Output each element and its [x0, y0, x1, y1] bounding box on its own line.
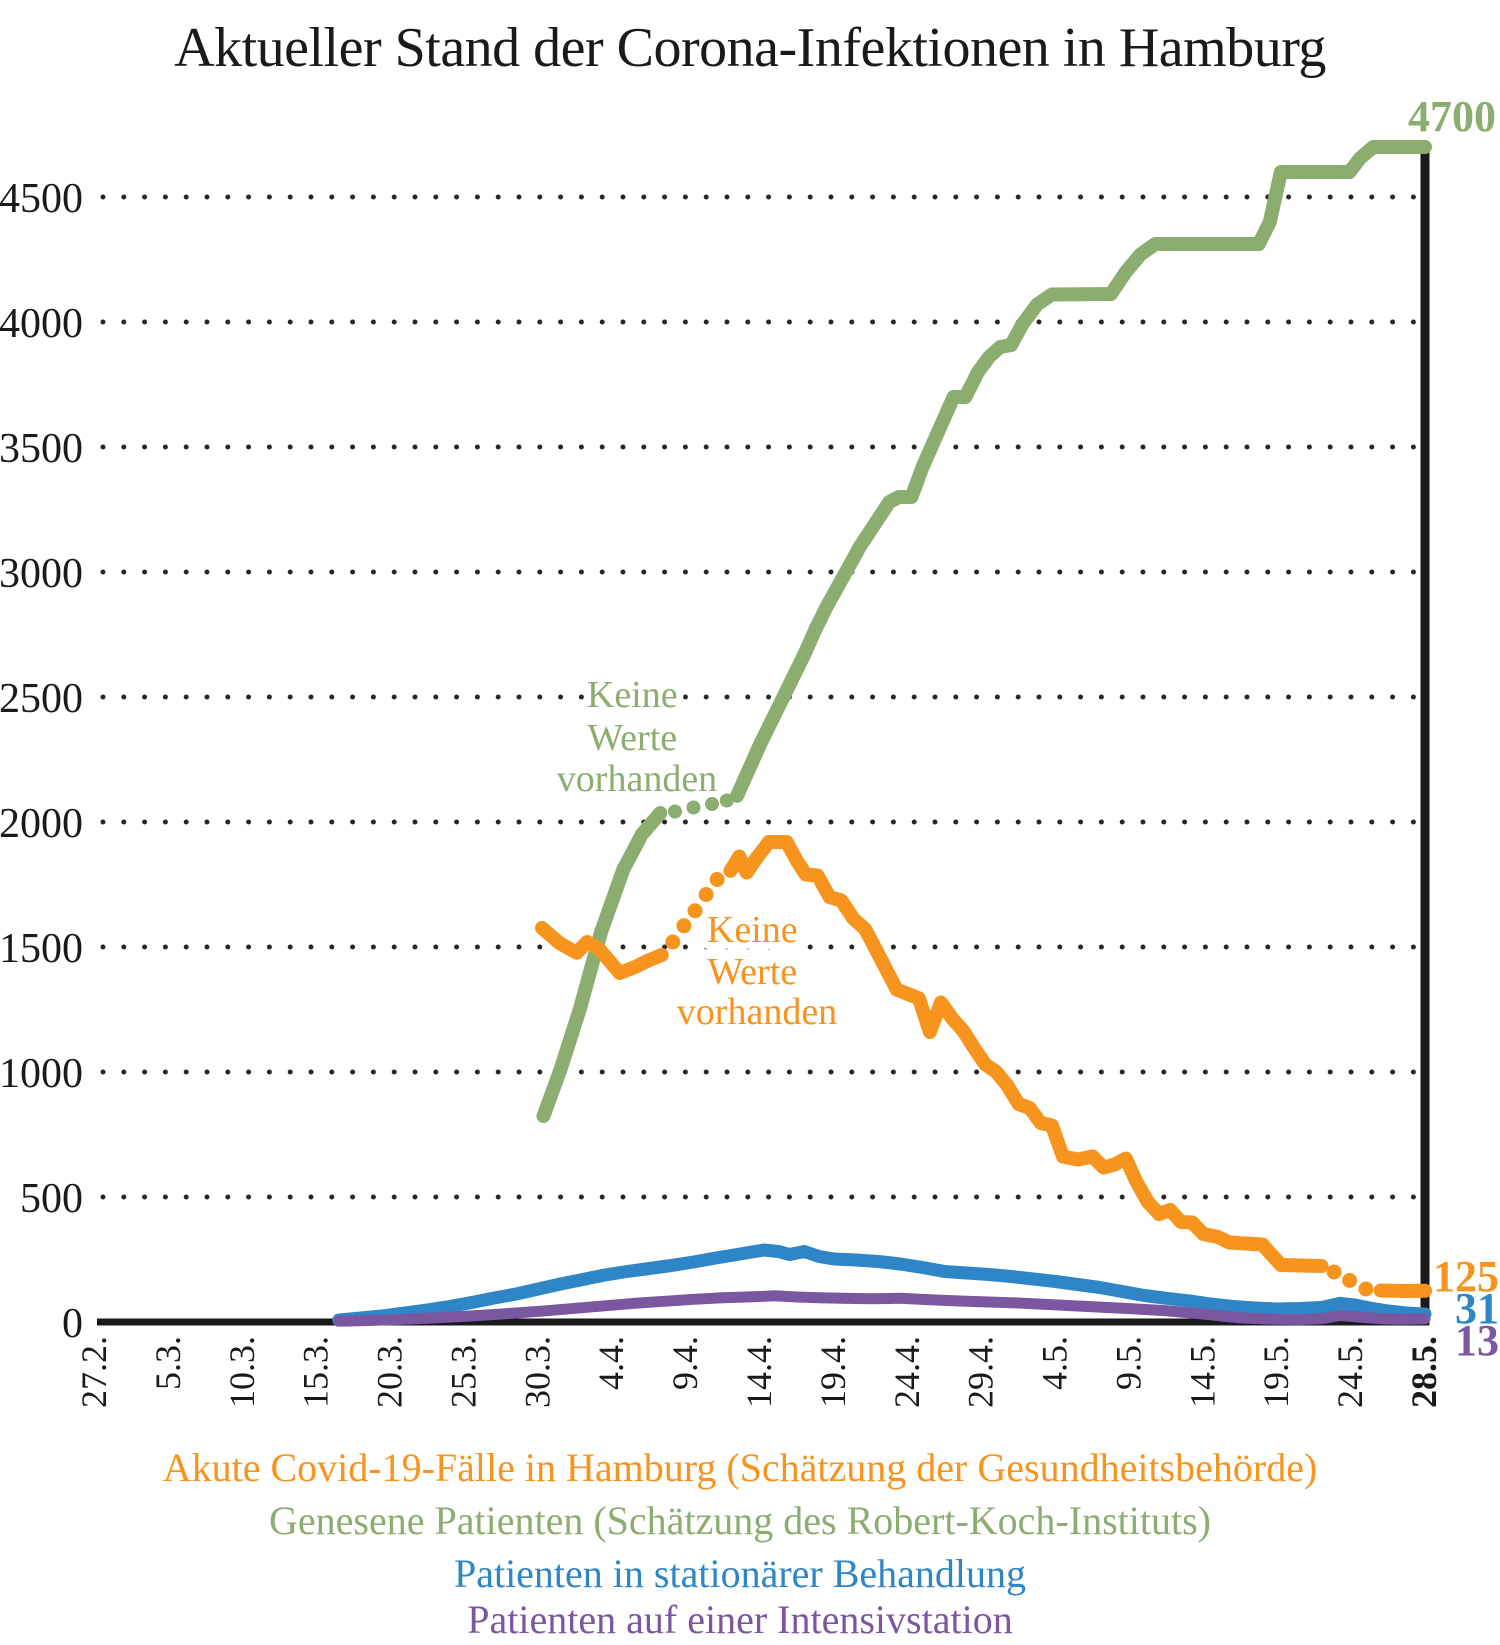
x-axis-labels: 27.2. 5.3. 10.3. 15.3. 20.3. 25.3. 30.3. 4.4. 9.…	[74, 1336, 1444, 1408]
x-tick-label: 4.4.	[591, 1336, 631, 1390]
series-active-gap-dot	[709, 872, 725, 887]
x-tick-label: 9.4.	[665, 1336, 705, 1390]
legend-item-recovered: Genesene Patienten (Schätzung des Robert…	[269, 1498, 1211, 1543]
x-tick-label: 19.5.	[1256, 1336, 1296, 1408]
series-active-gap-dot	[687, 903, 703, 919]
y-tick-label-1500: 1500	[0, 926, 83, 972]
y-tick-label-4500: 4500	[0, 176, 83, 222]
series-icu	[333, 1290, 1431, 1327]
end-label-icu: 13	[1455, 1316, 1499, 1365]
series-active-gap-dot	[1358, 1281, 1374, 1297]
annotation-line: Keine	[707, 909, 798, 951]
x-tick-label: 25.3.	[443, 1336, 483, 1408]
legend: Akute Covid-19-Fälle in Hamburg (Schätzu…	[163, 1445, 1318, 1642]
series-hospital	[332, 1243, 1432, 1327]
annotation-line: Werte	[587, 717, 677, 759]
x-tick-label: 24.5.	[1330, 1336, 1370, 1408]
chart-title: Aktueller Stand der Corona-Infektionen i…	[174, 17, 1326, 79]
y-tick-label-0: 0	[62, 1301, 83, 1347]
series-active-line	[535, 921, 669, 980]
y-tick-label-2500: 2500	[0, 676, 83, 722]
x-tick-label: 14.5.	[1182, 1336, 1222, 1408]
series-active-line	[1373, 1283, 1432, 1298]
annotation-line: vorhanden	[677, 991, 837, 1033]
legend-item-active: Akute Covid-19-Fälle in Hamburg (Schätzu…	[163, 1445, 1318, 1490]
x-tick-label: 27.2.	[74, 1336, 114, 1408]
series-active-gap-dot	[665, 934, 681, 950]
gridlines	[100, 194, 1419, 1200]
end-label-active: 125	[1433, 1252, 1499, 1301]
x-tick-label: 24.4.	[887, 1336, 927, 1408]
series-hospital-line	[332, 1243, 1432, 1327]
series-active-gap-dot	[1326, 1264, 1342, 1280]
no-data-annotation-orange: Keine Werte vorhanden	[677, 909, 837, 1033]
y-tick-label-1000: 1000	[0, 1051, 83, 1097]
series-icu-line	[333, 1290, 1431, 1327]
x-tick-label: 9.5.	[1108, 1336, 1148, 1390]
annotation-line: vorhanden	[557, 758, 717, 800]
y-tick-label-3000: 3000	[0, 551, 83, 597]
series-active-gap-dot	[676, 918, 692, 934]
end-label-hospital: 31	[1455, 1284, 1499, 1333]
no-data-annotation-green: Keine Werte vorhanden	[557, 674, 717, 800]
x-tick-label: 5.3.	[148, 1336, 188, 1390]
series-recovered-gap-dot	[686, 800, 701, 815]
legend-item-icu: Patienten auf einer Intensivstation	[467, 1597, 1012, 1640]
x-tick-label: 10.3.	[222, 1336, 262, 1408]
series-active-gap-dot	[698, 887, 714, 902]
x-tick-label: 20.3.	[370, 1336, 410, 1408]
x-tick-label: 15.3.	[296, 1336, 336, 1408]
x-tick-label: 29.4.	[961, 1336, 1001, 1408]
x-tick-label: 28.5.	[1404, 1336, 1444, 1408]
y-tick-label-500: 500	[20, 1176, 83, 1222]
x-tick-label: 4.5.	[1035, 1336, 1075, 1390]
annotation-line: Werte	[707, 951, 797, 993]
series-active-line	[723, 835, 1329, 1273]
series-recovered-gap-dot	[668, 804, 682, 819]
series-recovered-line	[536, 806, 668, 1123]
x-tick-label: 30.3.	[517, 1336, 557, 1408]
legend-item-hospital: Patienten in stationärer Behandlung	[454, 1551, 1026, 1596]
y-tick-label-2000: 2000	[0, 801, 83, 847]
y-axis-labels: 0 500 1000 1500 2000 2500 3000 3500 4000 4500	[0, 176, 83, 1347]
series-recovered	[536, 140, 1432, 1123]
series-recovered-gap-dot	[705, 797, 719, 811]
end-label-recovered: 4700	[1408, 92, 1496, 141]
annotation-line: Keine	[587, 674, 678, 716]
series-active-gap-dot	[1342, 1273, 1358, 1288]
x-tick-label: 14.4.	[739, 1336, 779, 1408]
series-layer	[332, 140, 1432, 1327]
y-tick-label-3500: 3500	[0, 426, 83, 472]
y-tick-label-4000: 4000	[0, 301, 83, 347]
series-active	[535, 835, 1432, 1298]
x-tick-label: 19.4.	[813, 1336, 853, 1408]
series-recovered-line	[730, 140, 1432, 803]
